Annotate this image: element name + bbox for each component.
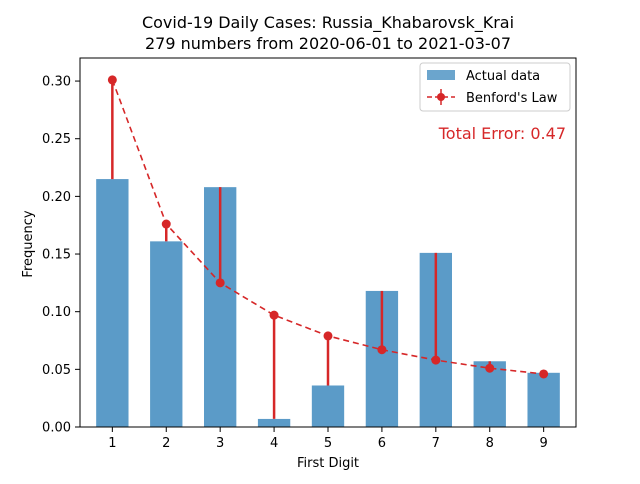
benford-point-digit-4 (269, 310, 279, 320)
legend: Actual data Benford's Law (419, 62, 571, 112)
y-tick-label-0.20: 0.20 (42, 190, 71, 205)
x-tick-label-6: 6 (378, 436, 386, 451)
benford-point-digit-7 (431, 355, 441, 365)
y-tick-label-0.25: 0.25 (42, 132, 71, 147)
benford-point-digit-2 (161, 219, 171, 229)
legend-marker-benford (437, 93, 445, 101)
legend-label-actual: Actual data (466, 69, 540, 84)
y-tick-label-0.15: 0.15 (42, 248, 71, 263)
benford-point-digit-8 (485, 363, 495, 373)
legend-label-benford: Benford's Law (466, 91, 558, 106)
x-tick-label-1: 1 (108, 436, 116, 451)
y-tick-label-0.05: 0.05 (42, 363, 71, 378)
x-tick-label-5: 5 (324, 436, 332, 451)
legend-swatch-actual (427, 70, 455, 80)
benford-point-digit-1 (107, 75, 117, 85)
x-tick-label-9: 9 (540, 436, 548, 451)
benford-point-digit-5 (323, 331, 333, 341)
bar-digit-1 (96, 179, 129, 427)
bar-digit-5 (311, 385, 345, 427)
y-tick-label-0.10: 0.10 (42, 305, 71, 320)
x-tick-label-7: 7 (432, 436, 440, 451)
y-tick-label-0.30: 0.30 (42, 75, 71, 90)
legend-frame (419, 62, 571, 112)
benford-point-digit-6 (377, 345, 387, 355)
y-axis-label: Frequency (21, 210, 36, 277)
x-tick-label-4: 4 (270, 436, 278, 451)
x-tick-label-2: 2 (162, 436, 170, 451)
x-tick-label-3: 3 (216, 436, 224, 451)
y-tick-label-0.00: 0.00 (42, 421, 71, 436)
total-error-annotation: Total Error: 0.47 (438, 124, 566, 143)
x-tick-label-8: 8 (486, 436, 494, 451)
chart-title-line2: 279 numbers from 2020-06-01 to 2021-03-0… (145, 34, 511, 53)
bar-digit-9 (527, 372, 560, 427)
bar-digit-4 (257, 418, 291, 427)
benford-point-digit-9 (539, 369, 549, 379)
chart-title-line1: Covid-19 Daily Cases: Russia_Khabarovsk_… (142, 13, 514, 33)
benford-point-digit-3 (215, 278, 225, 288)
x-axis-label: First Digit (297, 456, 359, 471)
bar-digit-2 (150, 241, 183, 427)
